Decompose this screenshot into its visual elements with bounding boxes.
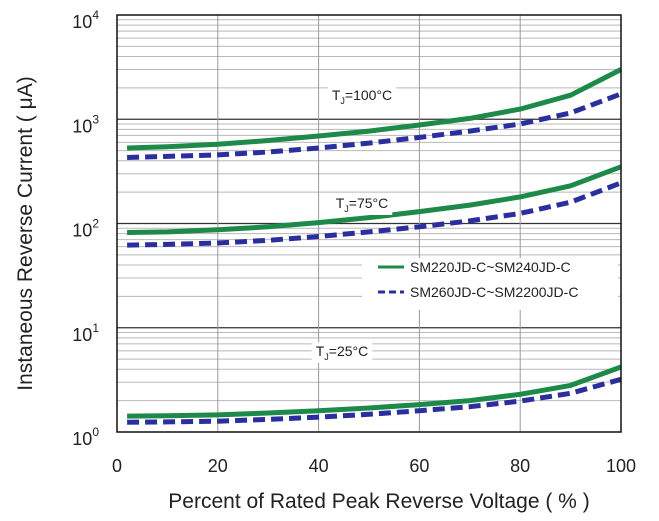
major-gridlines [117, 118, 621, 329]
x-tick-label-80: 80 [510, 456, 530, 476]
y-tick-labels: 100 101 102 103 104 [72, 8, 99, 449]
temperature-annotations: TJ=100°C TJ=75°C TJ=25°C [311, 86, 397, 363]
series-line-sm260-25c [127, 376, 622, 425]
legend-background [362, 258, 618, 310]
x-tick-label-20: 20 [208, 456, 228, 476]
legend-label-sm220: SM220JD-C~SM240JD-C [410, 259, 571, 275]
x-tick-label-100: 100 [606, 456, 636, 476]
x-tick-label-40: 40 [309, 456, 329, 476]
x-tick-label-0: 0 [112, 456, 122, 476]
y-tick-label-4: 104 [72, 8, 99, 32]
series-line-sm220-25c [127, 364, 622, 419]
series-line-sm220-75c [127, 164, 622, 235]
legend-label-sm260: SM260JD-C~SM2200JD-C [410, 284, 578, 300]
y-tick-label-3: 103 [72, 112, 99, 136]
series-line-sm260-100c [127, 91, 622, 160]
legend: SM220JD-C~SM240JD-C SM260JD-C~SM2200JD-C [362, 258, 618, 310]
annotation-tj-25: TJ=25°C [316, 343, 369, 362]
x-axis-title: Percent of Rated Peak Reverse Voltage ( … [168, 490, 589, 513]
annotation-background [327, 86, 397, 107]
y-tick-label-1: 101 [72, 321, 99, 345]
annotation-tj-75: TJ=75°C [336, 195, 389, 214]
y-axis-title: Instaneous Reverse Current ( μA) [14, 76, 37, 390]
series-line-sm220-100c [127, 67, 623, 151]
annotation-background [331, 194, 393, 215]
x-tick-label-60: 60 [409, 456, 429, 476]
plot-border [116, 14, 622, 433]
y-tick-label-2: 102 [72, 217, 99, 241]
x-tick-labels: 0 20 40 60 80 100 [112, 456, 636, 476]
annotation-background [311, 342, 373, 363]
series-lines [127, 67, 623, 425]
annotation-tj-100: TJ=100°C [332, 87, 392, 106]
y-tick-label-0: 100 [72, 425, 99, 449]
series-line-sm260-75c [127, 180, 622, 248]
